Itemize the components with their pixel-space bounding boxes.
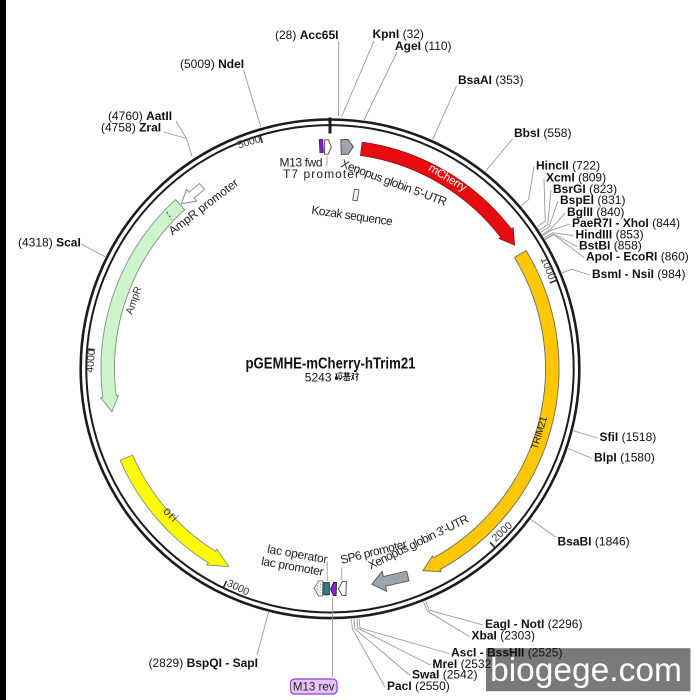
svg-text:(4318) ScaI: (4318) ScaI: [18, 235, 81, 249]
svg-text:AgeI (110): AgeI (110): [395, 39, 452, 53]
svg-text:5243: 5243: [305, 370, 332, 384]
svg-text:(5009) NdeI: (5009) NdeI: [180, 57, 244, 71]
svg-text:AscI - BssHII (2525): AscI - BssHII (2525): [451, 645, 562, 659]
svg-text:KpnI (32): KpnI (32): [373, 27, 424, 41]
svg-text:HindIII (853): HindIII (853): [576, 227, 644, 241]
svg-text:ApoI - EcoRI (860): ApoI - EcoRI (860): [586, 249, 689, 263]
svg-text:(4758) ZraI: (4758) ZraI: [101, 120, 161, 134]
svg-text:HincII (722): HincII (722): [536, 158, 600, 172]
svg-text:biogege.com: biogege.com: [490, 652, 682, 689]
svg-text:MreI (2532): MreI (2532): [433, 657, 496, 671]
svg-text:BsrGI (823): BsrGI (823): [553, 182, 617, 196]
svg-text:M13 fwd: M13 fwd: [280, 155, 323, 169]
svg-text:T7 promoter: T7 promoter: [283, 167, 359, 181]
svg-text:(2829) BspQI - SapI: (2829) BspQI - SapI: [149, 656, 258, 670]
svg-text:BlpI (1580): BlpI (1580): [594, 450, 655, 464]
svg-text:(28) Acc65I: (28) Acc65I: [275, 28, 338, 42]
svg-text:SwaI (2542): SwaI (2542): [412, 667, 477, 681]
svg-text:pGEMHE-mCherry-hTrim21: pGEMHE-mCherry-hTrim21: [246, 355, 416, 372]
svg-text:EagI - NotI (2296): EagI - NotI (2296): [485, 617, 582, 631]
svg-text:PaeR7I - XhoI (844): PaeR7I - XhoI (844): [572, 216, 680, 230]
svg-text:XcmI (809): XcmI (809): [546, 170, 606, 184]
svg-text:SfiI (1518): SfiI (1518): [600, 430, 657, 444]
svg-text:BglII (840): BglII (840): [567, 205, 624, 219]
svg-text:(4760) AatII: (4760) AatII: [108, 109, 172, 123]
svg-text:BsmI - NsiI (984): BsmI - NsiI (984): [592, 267, 685, 281]
svg-text:M13 rev: M13 rev: [293, 682, 335, 694]
svg-text:BsaAI (353): BsaAI (353): [458, 73, 523, 87]
svg-text:PacI (2550): PacI (2550): [387, 679, 450, 693]
svg-text:BsaBI (1846): BsaBI (1846): [558, 534, 630, 548]
svg-text:BbsI (558): BbsI (558): [514, 126, 571, 140]
svg-text:XbaI (2303): XbaI (2303): [472, 628, 535, 642]
svg-text:BstBI (858): BstBI (858): [579, 238, 642, 252]
svg-text:4000: 4000: [84, 349, 98, 373]
svg-text:BspEI (831): BspEI (831): [560, 193, 625, 207]
